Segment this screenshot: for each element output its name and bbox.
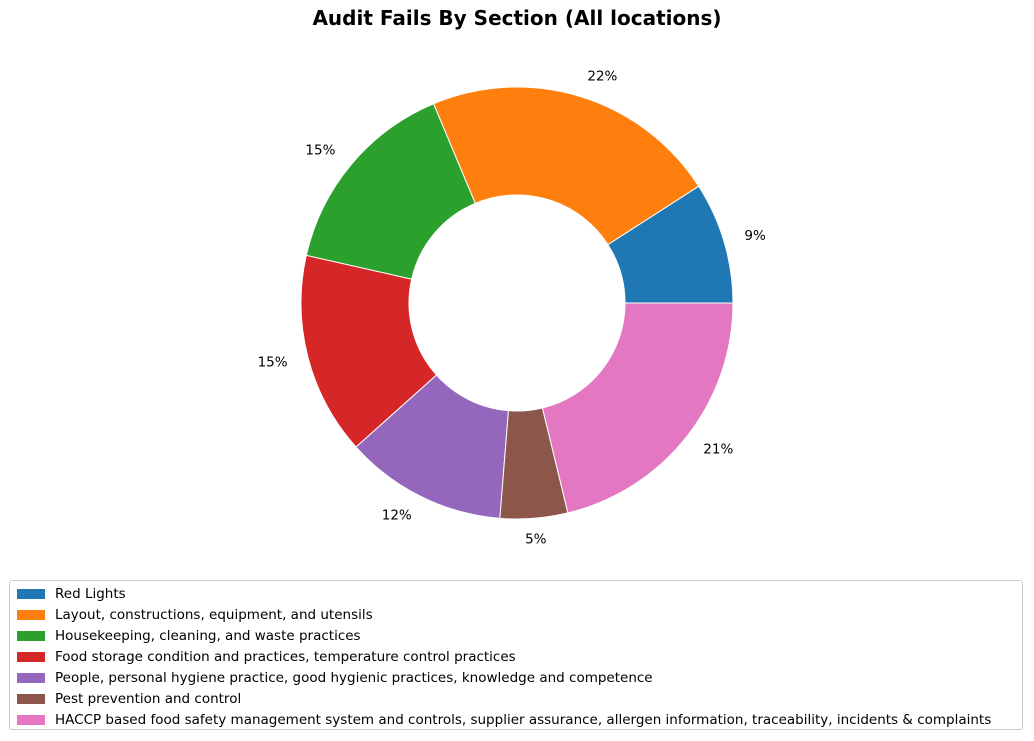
legend-item: HACCP based food safety management syste…: [17, 709, 991, 730]
legend-label: Red Lights: [55, 585, 126, 602]
donut-slice: [432, 86, 700, 246]
legend-item: Layout, constructions, equipment, and ut…: [17, 604, 373, 625]
legend-label: Food storage condition and practices, te…: [55, 648, 516, 665]
legend-item: Pest prevention and control: [17, 688, 241, 709]
legend-label: Layout, constructions, equipment, and ut…: [55, 606, 373, 623]
legend-label: Pest prevention and control: [55, 690, 242, 707]
legend-swatch: [17, 693, 45, 704]
legend-swatch: [17, 651, 45, 662]
slice-percent-label: 5%: [525, 531, 547, 547]
legend-item: Food storage condition and practices, te…: [17, 646, 516, 667]
legend-label: Housekeeping, cleaning, and waste practi…: [55, 627, 361, 644]
legend-swatch: [17, 609, 45, 620]
donut-slice: [300, 254, 438, 448]
legend-label: People, personal hygiene practice, good …: [55, 669, 653, 686]
slice-percent-label: 12%: [382, 507, 412, 523]
legend-label: HACCP based food safety management syste…: [55, 711, 992, 728]
legend-swatch: [17, 588, 45, 599]
donut-slices: [300, 86, 734, 520]
legend-item: People, personal hygiene practice, good …: [17, 667, 653, 688]
legend-swatch: [17, 630, 45, 641]
donut-slice: [541, 302, 734, 514]
slice-percent-label: 21%: [703, 442, 733, 458]
slice-percent-label: 9%: [744, 228, 766, 244]
chart-title: Audit Fails By Section (All locations): [312, 6, 722, 30]
donut-slice: [305, 103, 476, 280]
legend-swatch: [17, 672, 45, 683]
legend-item: Housekeeping, cleaning, and waste practi…: [17, 625, 361, 646]
slice-percent-label: 15%: [258, 355, 288, 371]
slice-labels: 9% 22% 15% 15% 12% 5% 21%: [258, 69, 766, 548]
legend-swatch: [17, 714, 45, 725]
donut-chart: 9% 22% 15% 15% 12% 5% 21%: [258, 69, 766, 548]
slice-percent-label: 15%: [305, 143, 335, 159]
legend-item: Red Lights: [17, 583, 126, 604]
legend: Red Lights Layout, constructions, equipme…: [9, 580, 1023, 730]
slice-percent-label: 22%: [587, 69, 617, 85]
